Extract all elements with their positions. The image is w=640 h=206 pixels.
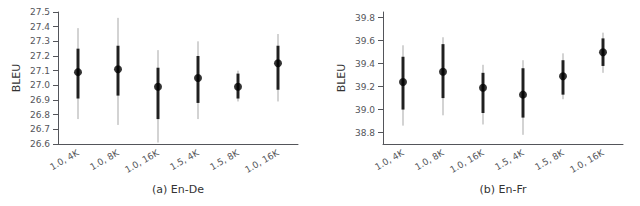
svg-text:(a) En-De: (a) En-De [152,183,204,196]
svg-text:39.8: 39.8 [355,13,375,23]
svg-text:1.0, 16K: 1.0, 16K [448,147,486,175]
svg-text:1.5, 8K: 1.5, 8K [533,147,566,172]
svg-text:27.2: 27.2 [30,51,50,61]
svg-text:39.6: 39.6 [355,36,375,46]
svg-text:1.0, 16K: 1.0, 16K [243,147,281,175]
svg-text:1.0, 16K: 1.0, 16K [123,147,161,175]
svg-text:1.0, 4K: 1.0, 4K [373,147,406,172]
svg-text:27.3: 27.3 [30,36,50,46]
svg-text:1.5, 8K: 1.5, 8K [208,147,241,172]
svg-text:1.5, 4K: 1.5, 4K [168,147,201,172]
svg-text:26.8: 26.8 [30,110,50,120]
svg-text:1.0, 16K: 1.0, 16K [568,147,606,175]
svg-text:39.2: 39.2 [355,82,375,92]
svg-text:1.5, 4K: 1.5, 4K [493,147,526,172]
svg-text:1.0, 8K: 1.0, 8K [88,147,121,172]
svg-text:BLEU: BLEU [10,64,23,93]
svg-text:26.9: 26.9 [30,95,50,105]
svg-text:27.1: 27.1 [30,66,50,76]
svg-text:27.5: 27.5 [30,7,50,17]
svg-text:1.0, 4K: 1.0, 4K [48,147,81,172]
svg-text:38.8: 38.8 [355,128,375,138]
svg-text:26.7: 26.7 [30,124,50,134]
svg-text:27.0: 27.0 [30,80,50,90]
svg-text:BLEU: BLEU [335,64,348,93]
svg-text:26.6: 26.6 [30,139,50,149]
svg-text:39.0: 39.0 [355,105,375,115]
svg-text:1.0, 8K: 1.0, 8K [413,147,446,172]
svg-text:(b) En-Fr: (b) En-Fr [479,183,526,196]
svg-text:27.4: 27.4 [30,22,50,32]
svg-text:39.4: 39.4 [355,59,375,69]
